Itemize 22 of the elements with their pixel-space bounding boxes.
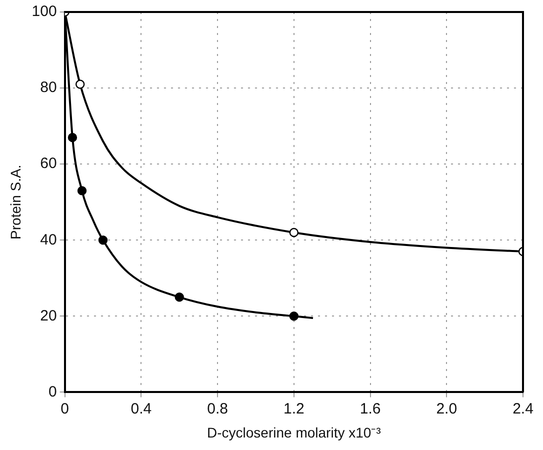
y-axis-title: Protein S.A. <box>7 164 24 240</box>
point <box>289 228 299 238</box>
x-tick-label: 0.8 <box>207 400 228 418</box>
x-axis-title: D-cycloserine molarity x10⁻³ <box>207 424 382 440</box>
x-tick-label: 2.4 <box>512 400 534 418</box>
point <box>98 236 108 245</box>
y-tick-label: 0 <box>48 383 57 400</box>
x-tick-label: 1.2 <box>283 400 304 418</box>
x-tick-label: 1.6 <box>360 400 381 418</box>
y-tick-label: 20 <box>40 307 57 324</box>
point <box>77 186 87 196</box>
y-tick-label: 80 <box>40 79 57 96</box>
y-tick-label: 100 <box>32 3 57 20</box>
x-tick-label: 0 <box>60 400 69 418</box>
y-tick-label: 40 <box>40 231 57 248</box>
point <box>76 80 85 89</box>
point <box>289 312 299 321</box>
x-tick-label: 2.0 <box>436 400 458 418</box>
point <box>174 292 184 302</box>
x-tick-label: 0.4 <box>130 400 152 418</box>
point <box>68 132 78 142</box>
y-tick-label: 60 <box>40 155 57 172</box>
